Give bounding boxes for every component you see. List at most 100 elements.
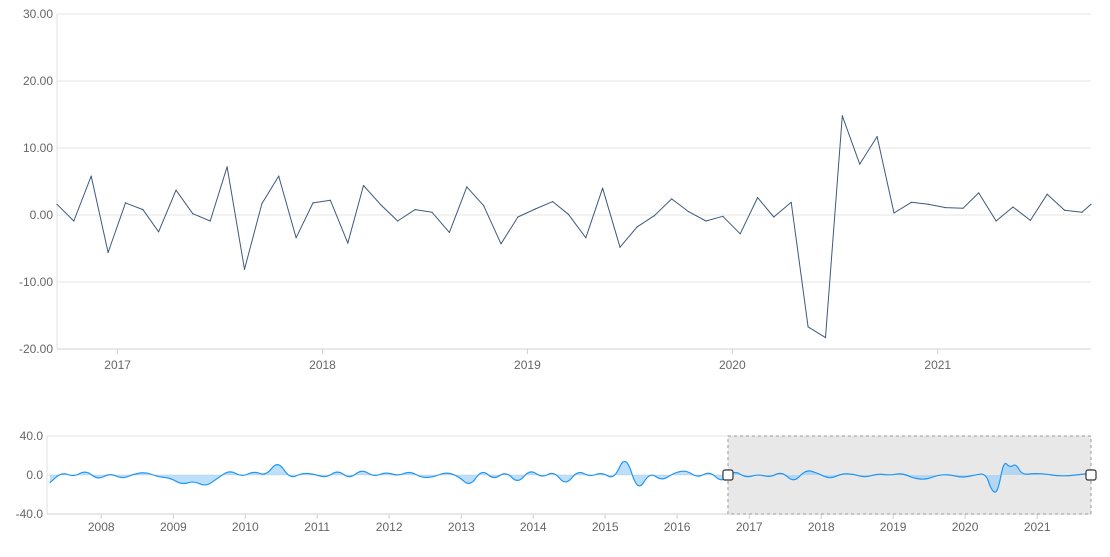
main-data-point xyxy=(380,204,382,206)
main-data-point xyxy=(431,211,433,213)
main-data-point xyxy=(893,212,895,214)
main-data-point xyxy=(671,198,673,200)
main-data-point xyxy=(124,202,127,204)
main-data-point xyxy=(1046,193,1048,195)
main-y-tick-label: 20.00 xyxy=(23,74,53,88)
main-y-tick-label: 30.00 xyxy=(23,7,53,21)
navigator-x-tick-label: 2016 xyxy=(664,520,691,534)
main-data-point xyxy=(397,220,399,222)
navigator-handle-left[interactable] xyxy=(722,469,734,481)
navigator-handles[interactable] xyxy=(722,469,1097,481)
main-data-point xyxy=(876,136,878,138)
main-x-tick-label: 2019 xyxy=(514,358,541,372)
main-series-line xyxy=(56,115,1092,339)
navigator-x-tick-label: 2015 xyxy=(592,520,619,534)
main-y-tick-label: 0.00 xyxy=(30,208,54,222)
main-data-point xyxy=(534,208,536,210)
main-data-point xyxy=(175,189,177,191)
main-data-point xyxy=(414,209,416,211)
main-y-axis: 30.00 20.00 10.00 0.00 -10.00 -20.00 xyxy=(19,7,53,356)
main-data-point xyxy=(687,211,690,213)
main-data-point xyxy=(1064,209,1066,211)
main-data-point xyxy=(500,243,502,245)
navigator-x-tick-label: 2017 xyxy=(736,520,763,534)
main-data-point xyxy=(1090,203,1092,205)
navigator-area xyxy=(49,461,1091,493)
main-y-tick-label: 10.00 xyxy=(23,141,53,155)
navigator-series xyxy=(49,460,1092,493)
navigator-y-tick-label: -40.0 xyxy=(16,507,44,521)
main-data-point xyxy=(705,220,707,222)
main-data-point xyxy=(347,242,349,244)
main-data-point xyxy=(757,197,759,199)
main-data-point xyxy=(192,213,194,215)
main-data-point xyxy=(1012,206,1014,208)
navigator-y-tick-label: 0.0 xyxy=(26,468,43,482)
navigator-line xyxy=(49,460,1092,493)
main-data-point xyxy=(824,337,827,339)
main-data-point xyxy=(773,216,775,218)
main-data-point xyxy=(517,216,519,218)
navigator-x-tick-label: 2018 xyxy=(808,520,835,534)
navigator-x-tick-label: 2021 xyxy=(1024,520,1051,534)
navigator-y-tick-label: 40.0 xyxy=(20,429,44,443)
main-data-point xyxy=(142,209,144,211)
navigator-x-tick-label: 2009 xyxy=(160,520,187,534)
main-data-point xyxy=(226,166,228,168)
navigator-x-tick-label: 2013 xyxy=(448,520,475,534)
navigator-x-tick-label: 2011 xyxy=(304,520,330,534)
main-data-point xyxy=(841,115,843,117)
main-data-point xyxy=(807,326,809,328)
main-data-point xyxy=(158,231,160,233)
main-x-axis: 2017 2018 2019 2020 2021 xyxy=(104,349,951,372)
main-data-point xyxy=(653,215,655,217)
main-y-tick-label: -10.00 xyxy=(19,275,53,289)
main-data-point xyxy=(636,226,638,228)
main-data-point xyxy=(739,233,741,235)
main-data-point xyxy=(261,203,263,205)
main-data-point xyxy=(209,220,211,222)
navigator-x-tick-label: 2019 xyxy=(880,520,907,534)
main-data-point xyxy=(73,220,75,222)
main-data-point xyxy=(619,246,621,248)
main-x-tick-label: 2018 xyxy=(309,358,336,372)
navigator-x-tick-label: 2020 xyxy=(952,520,979,534)
main-data-point xyxy=(978,192,980,194)
navigator-x-tick-label: 2008 xyxy=(88,520,115,534)
main-data-point xyxy=(962,207,964,209)
main-data-point xyxy=(859,163,861,165)
navigator-y-axis: 40.0 0.0 -40.0 xyxy=(16,429,44,521)
main-data-point xyxy=(722,215,724,217)
main-x-tick-label: 2017 xyxy=(104,358,131,372)
main-data-point xyxy=(945,207,947,209)
main-data-point xyxy=(927,203,929,205)
navigator-x-tick-label: 2010 xyxy=(232,520,259,534)
main-grid xyxy=(56,13,1091,350)
main-data-point xyxy=(552,201,554,203)
main-data-point xyxy=(995,220,997,222)
main-data-point xyxy=(585,237,587,239)
main-data-point xyxy=(448,231,450,233)
main-x-tick-label: 2020 xyxy=(719,358,746,372)
main-data-point xyxy=(910,201,913,203)
main-data-point xyxy=(243,268,246,270)
main-series xyxy=(56,115,1092,339)
main-data-point xyxy=(362,184,365,187)
main-data-point xyxy=(295,237,297,239)
main-data-point xyxy=(278,175,280,177)
main-data-point xyxy=(329,199,331,201)
navigator-handle-right[interactable] xyxy=(1085,469,1097,481)
main-data-point xyxy=(790,201,792,203)
main-data-point xyxy=(466,186,468,188)
navigator-x-axis: 2008 2009 2010 2011 2012 2013 2014 2015 2016 2017… xyxy=(88,514,1051,534)
main-data-point xyxy=(567,213,570,215)
main-x-tick-label: 2021 xyxy=(924,358,951,372)
main-data-point xyxy=(1029,219,1031,221)
main-data-point xyxy=(312,202,314,204)
main-data-point xyxy=(483,205,485,207)
main-data-point xyxy=(602,187,604,189)
navigator-x-tick-label: 2014 xyxy=(520,520,547,534)
main-data-point xyxy=(56,203,58,205)
